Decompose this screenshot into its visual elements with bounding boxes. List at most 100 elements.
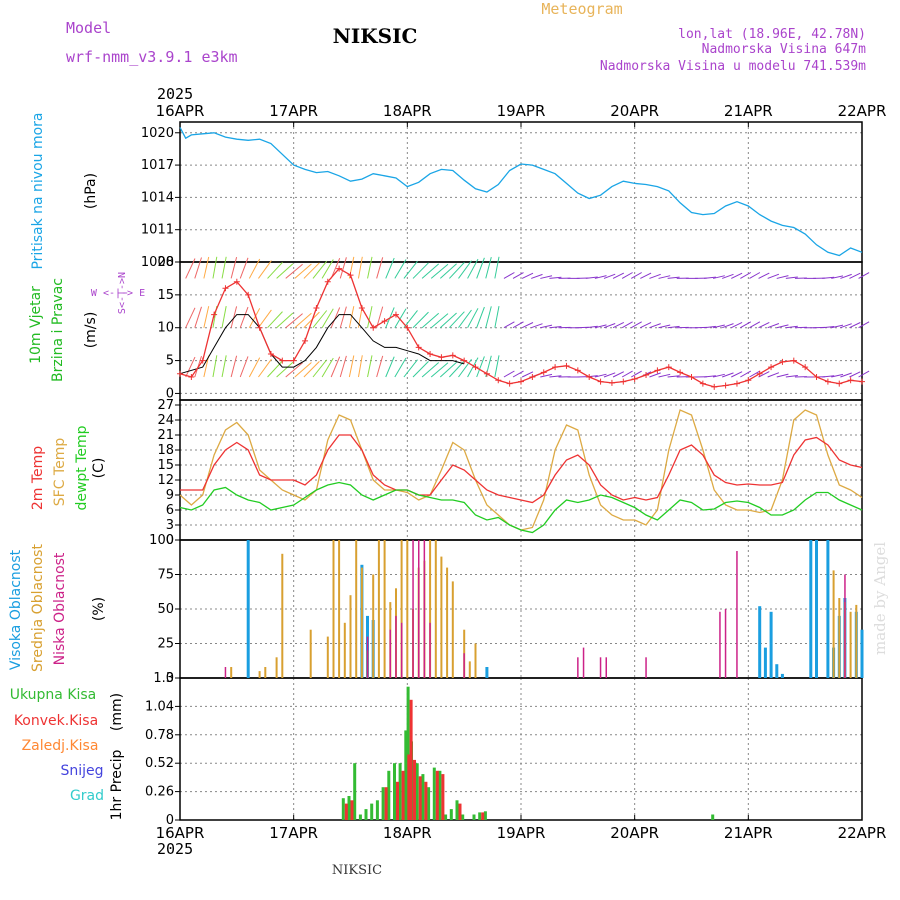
wind-arrow bbox=[385, 356, 395, 378]
wind-arrow bbox=[439, 312, 457, 329]
cloud-unit: (%) bbox=[91, 597, 107, 621]
wind-arrow bbox=[831, 275, 844, 279]
wind-arrow bbox=[758, 371, 770, 378]
wind-speed-marker bbox=[415, 344, 422, 351]
wind-speed-marker bbox=[824, 378, 831, 385]
wind-arrow bbox=[458, 309, 472, 329]
model-elevation-text: Nadmorska Visina u modelu 741.539m bbox=[600, 59, 866, 74]
cloud-bar bbox=[418, 540, 420, 678]
wind-arrow bbox=[421, 312, 440, 329]
wind-arrow bbox=[294, 263, 312, 279]
wind-arrow bbox=[230, 256, 238, 279]
wind-arrow bbox=[785, 276, 798, 279]
wind-arrow bbox=[722, 372, 734, 378]
credit-text: made by Angel bbox=[871, 542, 889, 655]
wind-speed-marker bbox=[779, 358, 786, 365]
wind-arrow bbox=[357, 355, 363, 378]
y-tick-label: 0 bbox=[166, 813, 174, 828]
wind-speed-marker bbox=[756, 370, 763, 377]
wind-arrow bbox=[512, 321, 524, 329]
precip-bar bbox=[438, 770, 442, 820]
pressure-unit: (hPa) bbox=[83, 173, 99, 209]
precip-bar bbox=[370, 803, 374, 820]
wind-speed-marker bbox=[699, 380, 706, 387]
wind-arrow bbox=[667, 325, 680, 329]
cloud-bar bbox=[605, 657, 607, 678]
cloud-bar bbox=[275, 657, 278, 678]
wind-arrow bbox=[439, 361, 457, 378]
model-name: wrf-nmm_v3.9.1 e3km bbox=[66, 48, 238, 66]
wind-arrow bbox=[667, 375, 680, 378]
precip-bar bbox=[458, 803, 462, 820]
wind-arrow bbox=[722, 323, 734, 329]
wind-arrow bbox=[549, 326, 562, 329]
wind-arrow bbox=[758, 272, 770, 279]
wind-arrow bbox=[840, 372, 852, 378]
wind-arrow bbox=[703, 325, 716, 329]
precip-bar bbox=[375, 800, 379, 820]
wind-arrow bbox=[212, 256, 218, 279]
wind-speed-marker bbox=[279, 357, 286, 364]
wind-arrow bbox=[258, 358, 272, 378]
precip-bar bbox=[350, 800, 354, 820]
precip-bar bbox=[427, 787, 431, 820]
wind-arrow bbox=[521, 272, 534, 279]
wind-speed-marker bbox=[733, 380, 740, 387]
cloud-bar bbox=[412, 540, 414, 678]
wind-arrow bbox=[367, 256, 373, 279]
wind-arrow bbox=[603, 323, 616, 329]
wind-speed-marker bbox=[813, 374, 820, 380]
wind-speed-marker bbox=[290, 357, 297, 364]
wind-arrow bbox=[512, 370, 524, 378]
wind-speed-marker bbox=[404, 324, 411, 331]
cloud-bar bbox=[281, 553, 284, 678]
precip-bar bbox=[406, 686, 410, 820]
wind-arrow bbox=[367, 306, 373, 328]
wind-arrow bbox=[712, 324, 725, 329]
wind-arrow bbox=[485, 306, 492, 328]
legend-grad: Grad bbox=[70, 788, 104, 804]
x-tick-label-top: 17APR bbox=[269, 102, 318, 120]
y-tick-label: 24 bbox=[157, 413, 174, 428]
wind-arrow bbox=[712, 373, 725, 378]
cloud-bar bbox=[400, 540, 403, 678]
cloud-ylabel-high: Visoka Oblacnost bbox=[8, 549, 24, 670]
wind-arrow bbox=[330, 356, 341, 378]
wind-arrow bbox=[531, 273, 543, 279]
y-tick-label: 75 bbox=[157, 568, 174, 583]
cloud-bar bbox=[400, 622, 403, 678]
wind-speed-marker bbox=[381, 318, 388, 325]
wind-arrow bbox=[467, 258, 479, 279]
cloud-bar bbox=[826, 540, 830, 678]
y-tick-label: 1014 bbox=[141, 190, 174, 205]
cloud-bar bbox=[355, 540, 358, 678]
cloud-bar bbox=[736, 551, 738, 678]
y-tick-label: 25 bbox=[157, 637, 174, 652]
wind-arrow bbox=[658, 324, 671, 329]
precip-bar bbox=[341, 798, 345, 820]
wind-arrow bbox=[385, 257, 395, 279]
wind-speed-marker bbox=[188, 374, 195, 380]
wind-arrow bbox=[430, 362, 449, 378]
y-tick-label: 1017 bbox=[141, 158, 174, 173]
wind-speed-marker bbox=[597, 378, 604, 385]
wind-arrow bbox=[339, 306, 347, 328]
wind-speed-marker bbox=[495, 377, 502, 384]
wind-arrow bbox=[476, 356, 485, 378]
wind-arrow bbox=[421, 263, 440, 279]
wind-arrow bbox=[494, 355, 500, 378]
cloud-bar bbox=[832, 570, 835, 678]
wind-arrow bbox=[367, 355, 373, 378]
wind-arrow bbox=[376, 355, 384, 378]
wind-arrow bbox=[276, 312, 294, 329]
x-tick-label-bottom: 19APR bbox=[497, 824, 546, 842]
wind-arrow bbox=[321, 308, 334, 328]
wind-speed-marker bbox=[245, 291, 252, 298]
wind-mean-line bbox=[179, 314, 465, 375]
wind-arrow bbox=[858, 370, 870, 378]
precip-bar bbox=[424, 781, 428, 820]
wind-arrow bbox=[831, 373, 844, 378]
pressure-line bbox=[179, 127, 863, 257]
cloud-bar bbox=[377, 540, 380, 678]
